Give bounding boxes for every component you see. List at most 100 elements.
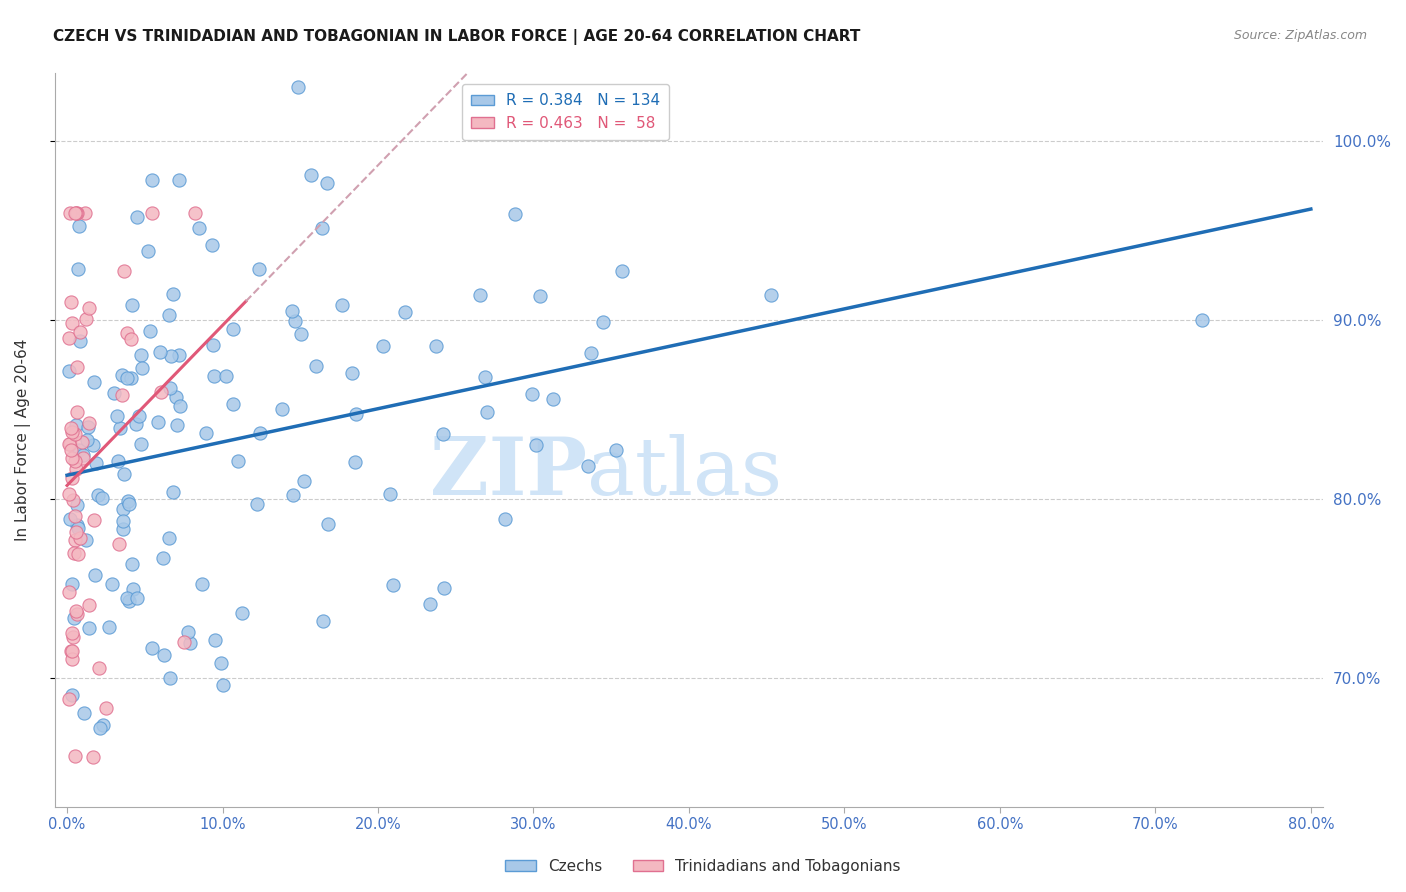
Point (159, 671, 181, 685)
Point (66, 498, 89, 512)
Point (59, 436, 82, 450)
Point (150, 384, 173, 399)
Point (67, 442, 90, 457)
Point (173, 635, 195, 649)
Point (60, 316, 83, 330)
Point (131, 360, 153, 375)
Point (139, 324, 162, 338)
Legend: R = 0.384   N = 134, R = 0.463   N =  58: R = 0.384 N = 134, R = 0.463 N = 58 (463, 84, 669, 140)
Point (195, 425, 218, 440)
Text: atlas: atlas (588, 434, 783, 512)
Point (77, 301, 100, 315)
Point (82, 438, 104, 452)
Point (110, 420, 132, 434)
Point (373, 339, 395, 353)
Point (120, 371, 142, 385)
Point (117, 594, 139, 608)
Point (346, 407, 368, 421)
Point (201, 238, 224, 252)
Point (311, 220, 333, 235)
Point (115, 326, 138, 341)
Point (605, 443, 627, 458)
Point (125, 591, 148, 606)
Point (592, 315, 614, 329)
Point (475, 405, 498, 419)
Point (111, 514, 134, 528)
Point (520, 387, 543, 401)
Point (138, 244, 160, 258)
Point (153, 648, 176, 662)
Point (284, 314, 307, 328)
Point (503, 206, 526, 220)
Point (191, 576, 214, 591)
Point (59, 512, 82, 526)
Point (524, 438, 547, 452)
Point (292, 474, 315, 488)
Point (77, 416, 100, 430)
Point (215, 368, 238, 383)
Point (60, 644, 83, 658)
Point (63, 454, 86, 468)
Point (72, 448, 94, 462)
Point (66, 205, 89, 219)
Point (304, 359, 326, 374)
Point (65, 462, 87, 476)
Point (419, 597, 441, 611)
Point (128, 409, 150, 424)
Point (115, 591, 138, 606)
Point (228, 454, 250, 468)
Point (108, 537, 131, 551)
Point (60, 626, 83, 640)
Point (111, 388, 134, 402)
Point (63, 533, 86, 547)
Point (65, 604, 87, 618)
Point (60, 425, 83, 439)
Point (66, 547, 89, 561)
Point (103, 386, 125, 401)
Point (62, 630, 84, 644)
Point (433, 581, 456, 595)
Point (129, 347, 152, 361)
Point (77, 419, 100, 434)
Point (247, 262, 270, 277)
Point (312, 614, 335, 628)
Point (65, 360, 87, 375)
Point (271, 401, 294, 416)
Point (82, 749, 104, 764)
Point (141, 173, 163, 187)
Point (75, 311, 97, 326)
Point (330, 298, 353, 312)
Point (394, 305, 416, 319)
Point (60, 688, 83, 702)
Point (761, 287, 783, 301)
Point (58, 692, 80, 706)
Point (112, 522, 135, 536)
Point (201, 337, 224, 351)
Text: ZIP: ZIP (430, 434, 588, 512)
Point (96, 700, 118, 714)
Point (120, 332, 142, 346)
Point (222, 321, 245, 335)
Point (60, 294, 83, 309)
Point (543, 392, 565, 406)
Point (84, 456, 107, 470)
Point (69, 334, 91, 348)
Point (474, 370, 496, 384)
Point (76, 433, 98, 447)
Point (60, 643, 83, 657)
Point (60, 652, 83, 666)
Point (612, 264, 634, 278)
Point (157, 308, 180, 322)
Point (111, 368, 134, 382)
Point (63, 205, 86, 219)
Point (231, 606, 253, 620)
Point (470, 288, 492, 302)
Point (342, 366, 364, 380)
Point (62, 546, 84, 560)
Point (112, 467, 135, 482)
Point (84, 568, 107, 582)
Point (66, 405, 89, 419)
Point (141, 641, 163, 656)
Point (67, 261, 90, 276)
Point (281, 303, 304, 318)
